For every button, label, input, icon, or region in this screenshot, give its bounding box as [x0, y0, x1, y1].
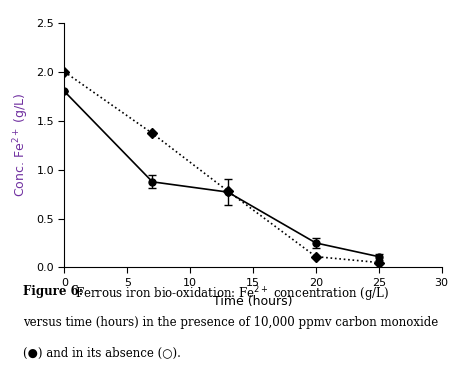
X-axis label: Time (hours): Time (hours): [213, 295, 292, 308]
Y-axis label: Conc. Fe$^{2+}$ (g/L): Conc. Fe$^{2+}$ (g/L): [11, 93, 31, 197]
Text: Figure 6:: Figure 6:: [23, 285, 83, 298]
Text: Ferrous iron bio-oxidation: Fe$^{2+}$ concentration (g/L): Ferrous iron bio-oxidation: Fe$^{2+}$ co…: [74, 285, 388, 304]
Text: (●) and in its absence (○).: (●) and in its absence (○).: [23, 347, 180, 360]
Text: versus time (hours) in the presence of 10,000 ppmv carbon monoxide: versus time (hours) in the presence of 1…: [23, 316, 437, 329]
